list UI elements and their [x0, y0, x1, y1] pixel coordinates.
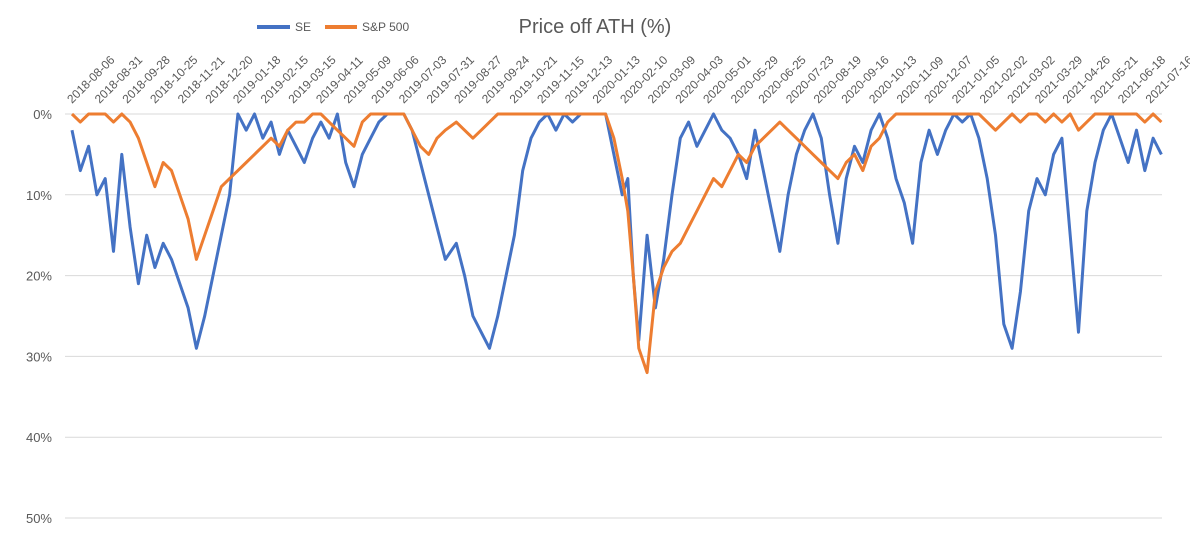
y-tick-label-10: 10% [26, 188, 52, 203]
gridlines [65, 113, 1162, 519]
y-tick-label-50: 50% [26, 511, 52, 526]
legend-label-se: SE [295, 20, 311, 34]
y-tick-label-0: 0% [33, 107, 52, 122]
chart-title: Price off ATH (%) [519, 16, 672, 38]
legend-label-sp500: S&P 500 [362, 20, 409, 34]
x-axis-ticks: 2018-08-062018-08-312018-09-282018-10-25… [64, 53, 1190, 107]
series-line-s-p-500 [70, 112, 1163, 375]
legend: SE S&P 500 [257, 20, 409, 34]
y-axis-ticks: 0% 10% 20% 30% 40% 50% [26, 107, 52, 526]
series-lines [70, 112, 1163, 375]
y-tick-label-30: 30% [26, 349, 52, 364]
y-tick-label-40: 40% [26, 430, 52, 445]
y-tick-label-20: 20% [26, 269, 52, 284]
series-line-se [70, 112, 1163, 350]
